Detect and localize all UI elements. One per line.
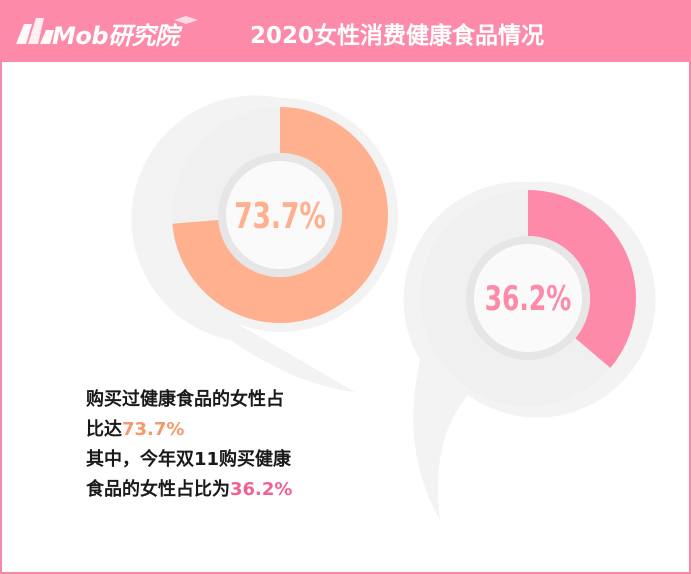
caption-line-4-prefix: 食品的女性占比为 xyxy=(86,479,230,500)
caption-line-3: 其中，今年双11购买健康 xyxy=(86,449,292,470)
caption-value-1: 73.7% xyxy=(122,419,185,440)
donut-1-hole xyxy=(226,161,334,269)
donut-chart-1: 73.7% xyxy=(172,107,389,324)
donut-1-inner-ring xyxy=(218,153,342,277)
donut-2-hole xyxy=(474,244,582,352)
donut-2-inner-ring xyxy=(466,236,590,360)
donut-1-label: 73.7% xyxy=(234,196,326,237)
caption-line-2: 比达73.7% xyxy=(86,415,416,445)
page-title: 2020女性消费健康食品情况 xyxy=(250,23,545,49)
donut-2-value-arc xyxy=(528,190,636,368)
caption-line-2-prefix: 比达 xyxy=(86,419,122,440)
caption-line-1: 购买过健康食品的女性占 xyxy=(86,389,284,410)
donut-1-value-arc xyxy=(172,107,389,324)
donut-2-label: 36.2% xyxy=(485,279,572,319)
mob-logo-icon xyxy=(16,16,198,44)
caption-text: 购买过健康食品的女性占 比达73.7% 其中，今年双11购买健康 食品的女性占比… xyxy=(86,385,416,505)
caption-line-4: 食品的女性占比为36.2% xyxy=(86,475,416,505)
donut-chart-2: 36.2% xyxy=(420,190,636,406)
logo-text: Mob研究院 xyxy=(52,22,179,50)
header-bar: Mob研究院 2020女性消费健康食品情况 xyxy=(0,0,691,62)
caption-value-2: 36.2% xyxy=(230,479,293,500)
